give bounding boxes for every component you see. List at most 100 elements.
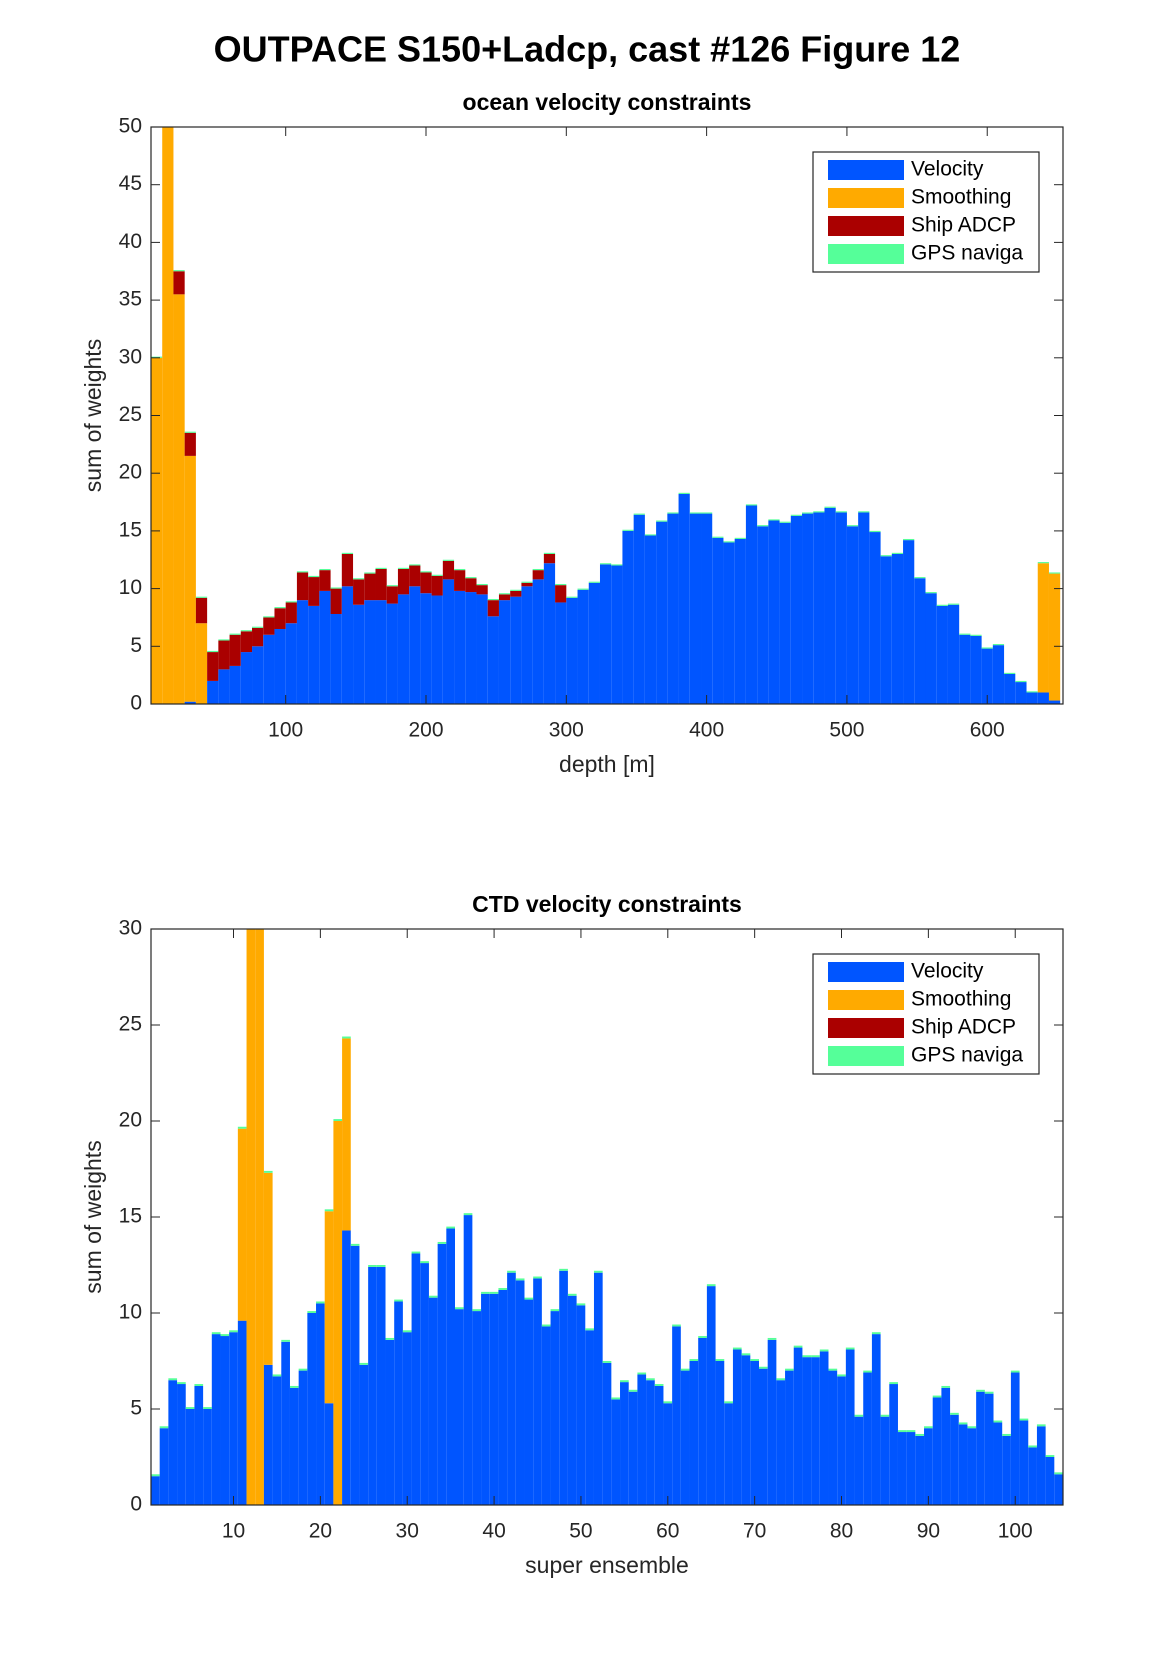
bar-segment — [802, 513, 814, 704]
bar-segment — [532, 570, 544, 580]
bar-segment — [229, 665, 241, 704]
bar-segment — [521, 586, 533, 704]
bar-segment — [779, 521, 791, 523]
bar-segment — [368, 1265, 377, 1267]
bar-segment — [555, 583, 567, 586]
bar-segment — [159, 1426, 169, 1429]
bar-segment — [663, 1403, 673, 1505]
legend-label: Smoothing — [911, 186, 1011, 209]
bar-segment — [237, 1126, 247, 1129]
bar-segment — [376, 1265, 386, 1267]
bar-segment — [353, 604, 365, 704]
x-tick-label: 200 — [408, 719, 443, 742]
y-tick-label: 20 — [119, 1109, 142, 1132]
bar-segment — [510, 590, 522, 597]
bar-segment — [246, 929, 256, 1505]
bar-segment — [263, 1170, 273, 1173]
bar-segment — [854, 1416, 864, 1505]
bar-segment — [992, 643, 1005, 646]
bar-segment — [218, 640, 230, 670]
bar-segment — [644, 534, 657, 536]
bar-segment — [1010, 1370, 1020, 1373]
bar-segment — [706, 1284, 716, 1287]
bar-segment — [507, 1272, 516, 1505]
bar-segment — [298, 1370, 308, 1505]
legend-label: Ship ADCP — [911, 1016, 1016, 1039]
bar-segment — [498, 600, 511, 704]
legend-swatch — [828, 1046, 904, 1066]
bar-segment — [431, 595, 443, 704]
bar-segment — [489, 1293, 499, 1505]
x-axis-label: depth [m] — [559, 751, 655, 777]
x-tick-label: 30 — [396, 1520, 419, 1543]
bar-segment — [828, 1370, 838, 1505]
bar-segment — [555, 602, 567, 704]
y-tick-label: 0 — [130, 1493, 142, 1516]
bar-segment — [543, 552, 556, 554]
bar-segment — [790, 515, 803, 704]
bar-segment — [950, 1412, 959, 1415]
bar-segment — [376, 1266, 386, 1505]
bar-segment — [785, 1368, 794, 1371]
bar-segment — [442, 560, 455, 580]
bar-segment — [420, 1263, 429, 1505]
bar-segment — [555, 585, 567, 603]
bar-segment — [385, 1337, 395, 1340]
bar-segment — [285, 623, 297, 704]
bar-segment — [465, 578, 477, 593]
bar-segment — [229, 633, 241, 635]
legend-swatch — [828, 990, 904, 1010]
bar-segment — [524, 1299, 534, 1505]
bar-segment — [858, 511, 870, 513]
bar-segment — [476, 594, 488, 704]
bar-segment — [252, 626, 264, 628]
bar-segment — [958, 1424, 968, 1505]
x-tick-label: 90 — [917, 1520, 940, 1543]
bar-segment — [364, 572, 376, 574]
bar-segment — [620, 1380, 629, 1383]
bar-segment — [715, 1359, 725, 1361]
bar-segment — [611, 564, 623, 566]
bar-segment — [1019, 1418, 1029, 1421]
bar-segment — [577, 588, 589, 590]
bar-segment — [992, 645, 1005, 704]
bar-segment — [620, 1382, 629, 1505]
bar-segment — [218, 669, 230, 704]
bar-segment — [272, 1374, 282, 1377]
bar-segment — [428, 1297, 438, 1505]
bar-segment — [263, 1172, 273, 1365]
bar-segment — [515, 1280, 525, 1505]
bar-segment — [970, 634, 982, 636]
bar-segment — [151, 1474, 160, 1477]
bar-segment — [498, 1289, 508, 1505]
bar-segment — [813, 511, 825, 513]
bar-segment — [185, 1409, 195, 1505]
bar-segment — [409, 565, 421, 587]
bar-segment — [663, 1401, 673, 1404]
bar-segment — [428, 1295, 438, 1298]
legend-label: GPS naviga — [911, 1044, 1023, 1067]
y-tick-label: 5 — [130, 634, 142, 657]
bar-segment — [324, 1211, 334, 1404]
bar-segment — [263, 617, 275, 635]
bar-segment — [701, 513, 713, 704]
bar-segment — [779, 522, 791, 704]
bar-segment — [588, 582, 600, 704]
bar-segment — [240, 652, 253, 704]
bar-segment — [510, 589, 522, 591]
bar-segment — [1028, 1445, 1037, 1448]
bar-segment — [409, 564, 421, 566]
bar-segment — [880, 1416, 890, 1505]
bar-segment — [585, 1328, 594, 1331]
bar-segment — [984, 1393, 994, 1505]
bar-segment — [319, 590, 331, 704]
bar-segment — [967, 1428, 977, 1505]
bar-segment — [559, 1270, 568, 1505]
legend-swatch — [828, 244, 904, 264]
bar-segment — [184, 701, 196, 704]
bar-segment — [203, 1407, 212, 1409]
x-tick-label: 100 — [998, 1520, 1033, 1543]
bar-segment — [871, 1332, 881, 1335]
bar-segment — [1037, 562, 1049, 564]
y-tick-label: 5 — [130, 1397, 142, 1420]
